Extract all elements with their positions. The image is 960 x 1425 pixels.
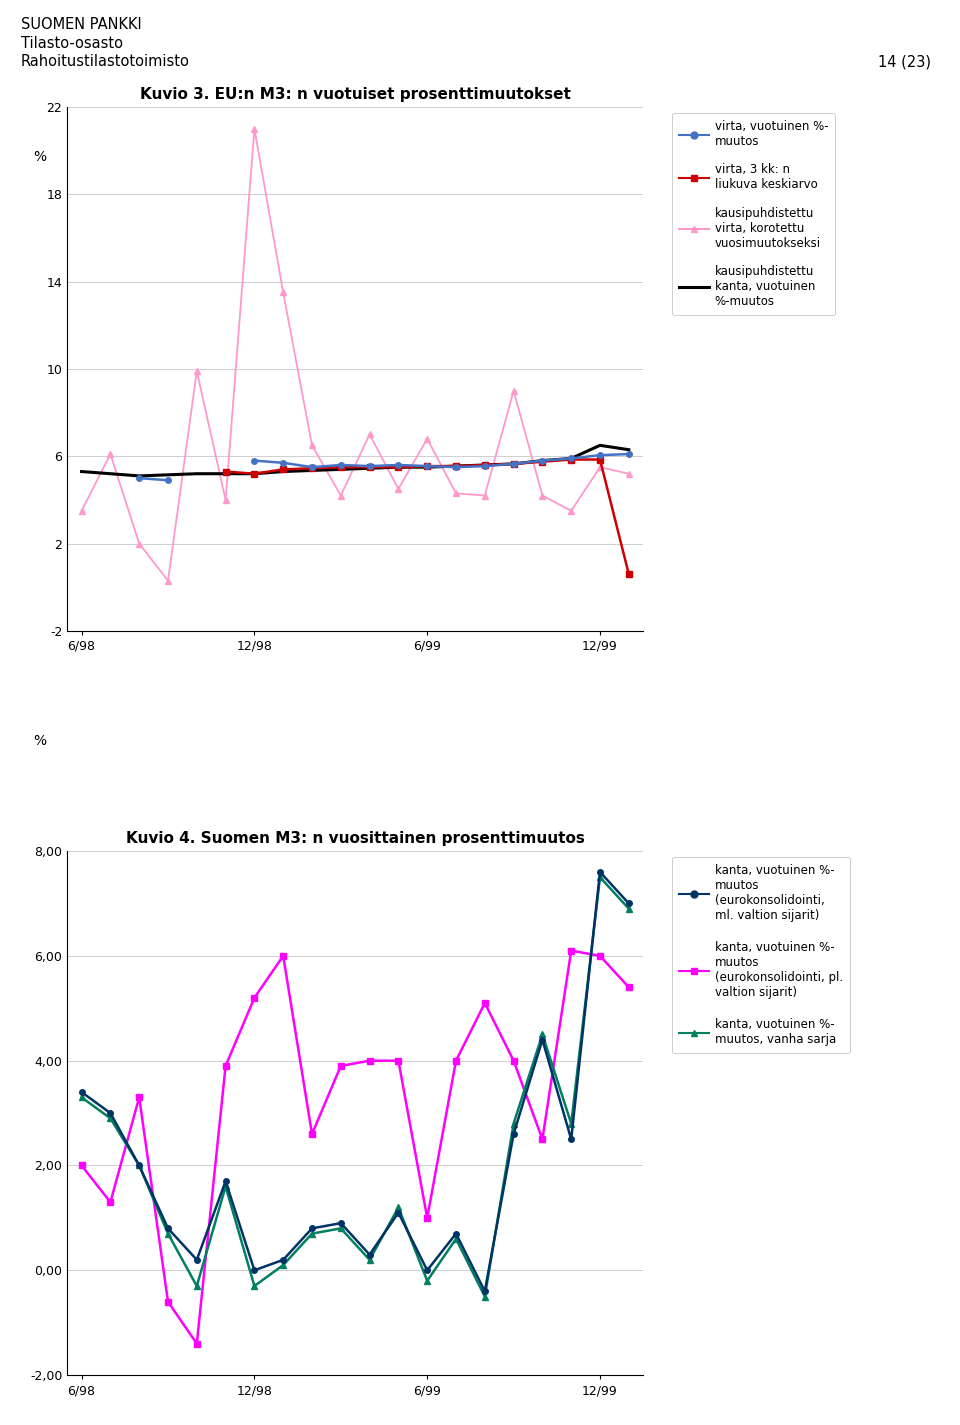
Title: Kuvio 4. Suomen M3: n vuosittainen prosenttimuutos: Kuvio 4. Suomen M3: n vuosittainen prose…	[126, 831, 585, 845]
Text: %: %	[34, 150, 47, 164]
Text: Rahoitustilastotoimisto: Rahoitustilastotoimisto	[21, 54, 190, 70]
Text: Tilasto-osasto: Tilasto-osasto	[21, 36, 123, 51]
Text: 14 (23): 14 (23)	[878, 54, 931, 70]
Text: SUOMEN PANKKI: SUOMEN PANKKI	[21, 17, 142, 33]
Legend: virta, vuotuinen %-
muutos, virta, 3 kk: n
liukuva keskiarvo, kausipuhdistettu
v: virta, vuotuinen %- muutos, virta, 3 kk:…	[672, 113, 835, 315]
Legend: kanta, vuotuinen %-
muutos
(eurokonsolidointi,
ml. valtion sijarit), kanta, vuot: kanta, vuotuinen %- muutos (eurokonsolid…	[672, 856, 850, 1053]
Text: %: %	[34, 734, 47, 748]
Title: Kuvio 3. EU:n M3: n vuotuiset prosenttimuutokset: Kuvio 3. EU:n M3: n vuotuiset prosenttim…	[140, 87, 570, 101]
